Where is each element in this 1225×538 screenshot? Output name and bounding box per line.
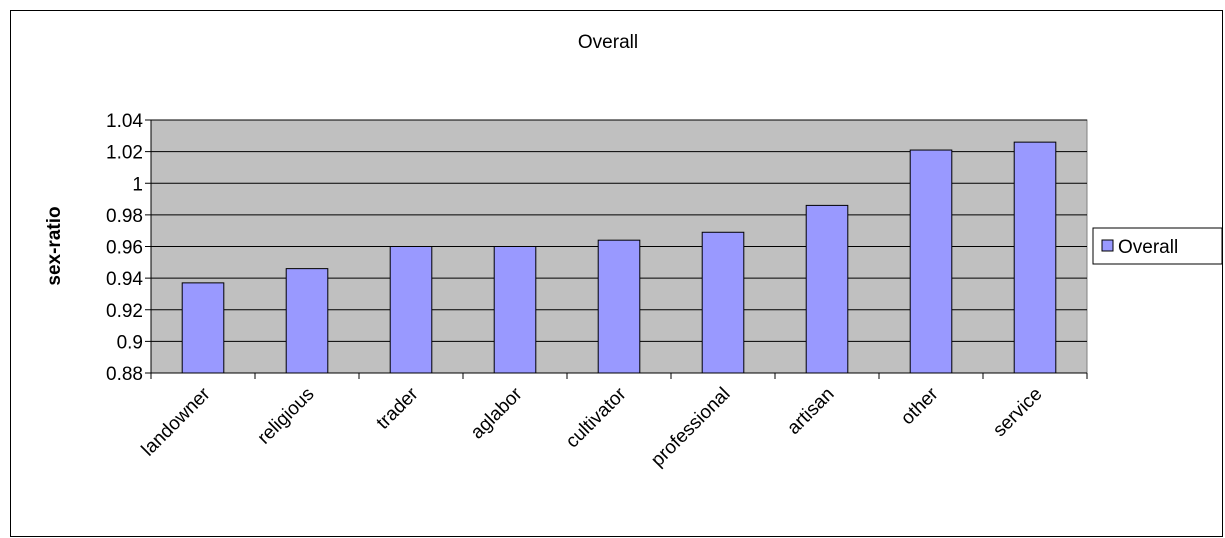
plot-area: 0.88 0.9 0.92 0.94 0.96 0.98 1 1.02 1.04 landowne… (106, 111, 1088, 471)
y-tick-label: 0.92 (106, 301, 143, 322)
y-tick-label: 0.96 (106, 238, 143, 259)
bar (1013, 141, 1057, 374)
bar (597, 239, 641, 374)
x-tick-label: trader (373, 383, 423, 433)
legend: Overall (1092, 227, 1223, 265)
x-tick-label: landowner (138, 383, 215, 460)
legend-label: Overall (1118, 237, 1178, 258)
x-tick-label: religious (254, 384, 319, 449)
bar (389, 246, 433, 374)
bar (805, 204, 849, 374)
x-tick-label: professional (647, 384, 734, 471)
bar (493, 246, 537, 374)
bar (285, 268, 329, 374)
legend-swatch (1101, 239, 1114, 252)
x-tick-label: service (989, 384, 1046, 441)
y-tick-label: 0.88 (106, 364, 143, 385)
y-axis-label: sex-ratio (44, 206, 65, 285)
x-tick-label: other (897, 383, 943, 429)
bar (909, 149, 953, 374)
legend-box (1092, 227, 1223, 265)
x-tick-label: aglabor (467, 383, 527, 443)
y-tick-label: 0.9 (117, 332, 143, 353)
y-tick-label: 1 (132, 174, 143, 195)
bar (181, 282, 225, 374)
chart-title: Overall (578, 32, 638, 53)
x-tick-label: cultivator (562, 383, 631, 452)
y-tick-label: 1.02 (106, 143, 143, 164)
x-tick-label: artisan (783, 384, 838, 439)
y-tick-label: 0.94 (106, 269, 143, 290)
y-tick-label: 1.04 (106, 111, 143, 132)
y-tick-label: 0.98 (106, 206, 143, 227)
bar (701, 231, 745, 374)
